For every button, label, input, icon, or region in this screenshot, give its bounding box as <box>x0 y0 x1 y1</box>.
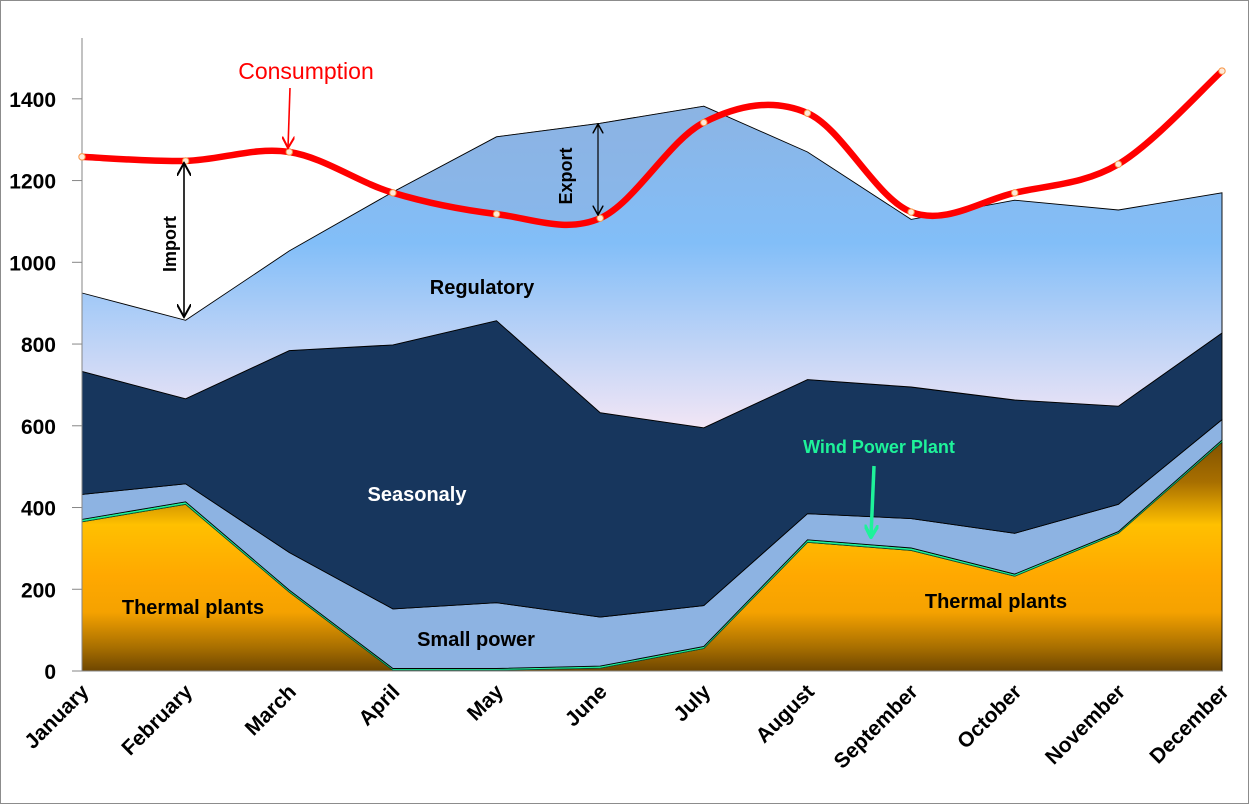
consumption-point <box>389 189 397 197</box>
y-tick-label: 400 <box>21 498 56 521</box>
x-tick-label: March <box>241 680 301 740</box>
regulatory-label: Regulatory <box>430 277 535 299</box>
x-tick-label: January <box>20 680 93 753</box>
consumption-point <box>803 109 812 117</box>
consumption-point <box>1011 189 1019 197</box>
x-tick-label: September <box>830 680 923 773</box>
x-tick-label: July <box>669 680 715 726</box>
wind-arrow <box>871 465 874 536</box>
y-tick-label: 1000 <box>9 252 56 275</box>
consumption-point <box>700 118 708 127</box>
consumption-arrow <box>288 87 290 148</box>
y-tick-label: 600 <box>21 416 56 439</box>
y-tick-label: 0 <box>44 661 56 684</box>
consumption-point <box>1114 160 1123 168</box>
thermal-plants-right-label: Thermal plants <box>925 591 1067 613</box>
x-tick-label: May <box>463 680 508 725</box>
wind-power-plant-label: Wind Power Plant <box>803 437 955 457</box>
consumption-point <box>492 210 501 218</box>
consumption-point <box>285 148 293 156</box>
consumption-point <box>907 208 915 216</box>
consumption-label: Consumption <box>238 58 374 84</box>
import-label: Import <box>160 216 180 272</box>
x-tick-label: August <box>752 680 819 747</box>
y-tick-label: 200 <box>21 579 56 602</box>
y-tick-label: 1400 <box>9 89 56 112</box>
x-tick-label: December <box>1145 680 1233 768</box>
consumption-point <box>78 153 86 161</box>
x-tick-label: June <box>561 680 612 731</box>
small-power-label: Small power <box>417 629 535 651</box>
seasonal-label: Seasonaly <box>368 484 468 506</box>
x-tick-label: April <box>354 680 404 730</box>
export-label: Export <box>556 147 576 204</box>
consumption-point <box>596 214 604 222</box>
x-tick-label: November <box>1041 680 1130 769</box>
x-tick-label: October <box>953 680 1026 753</box>
consumption-point <box>1218 67 1226 75</box>
x-tick-label: February <box>117 680 197 760</box>
y-tick-label: 1200 <box>9 171 56 194</box>
thermal-plants-left-label: Thermal plants <box>122 597 264 619</box>
y-tick-label: 800 <box>21 334 56 357</box>
